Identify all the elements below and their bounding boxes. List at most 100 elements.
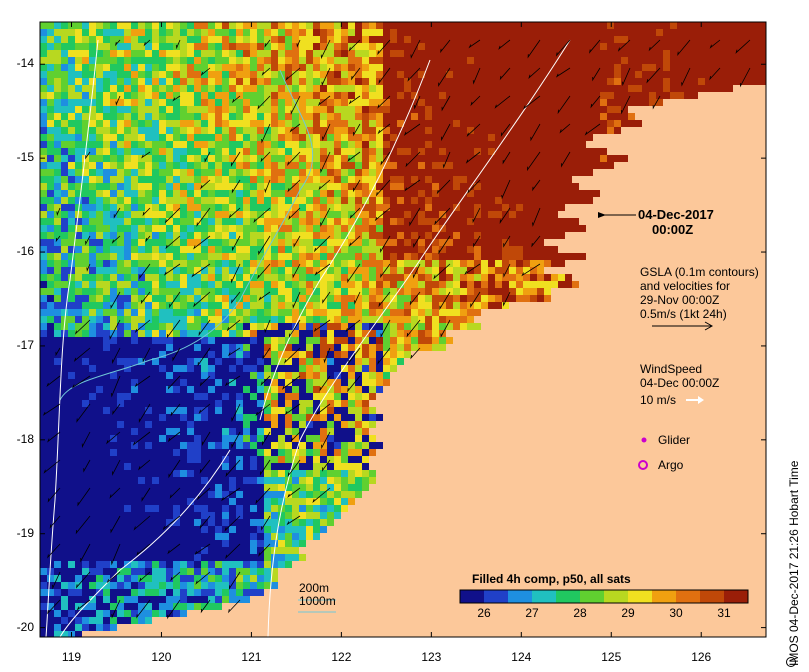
sst-cell	[47, 225, 54, 232]
sst-cell	[54, 435, 61, 442]
sst-cell	[348, 50, 355, 57]
sst-cell	[348, 309, 355, 316]
sst-cell	[271, 456, 278, 463]
sst-cell	[271, 407, 278, 414]
sst-cell	[530, 197, 537, 204]
sst-cell	[264, 407, 271, 414]
sst-cell	[362, 407, 369, 414]
sst-cell	[264, 281, 271, 288]
sst-cell	[229, 267, 236, 274]
sst-cell	[516, 106, 523, 113]
sst-cell	[187, 36, 194, 43]
sst-cell	[145, 239, 152, 246]
sst-cell	[439, 57, 446, 64]
sst-cell	[383, 246, 390, 253]
sst-cell	[586, 197, 593, 204]
sst-cell	[355, 484, 362, 491]
sst-cell	[327, 344, 334, 351]
sst-cell	[383, 106, 390, 113]
sst-cell	[446, 218, 453, 225]
sst-cell	[327, 148, 334, 155]
sst-cell	[47, 386, 54, 393]
sst-cell	[187, 358, 194, 365]
sst-cell	[299, 36, 306, 43]
sst-cell	[208, 253, 215, 260]
sst-cell	[460, 197, 467, 204]
sst-cell	[243, 29, 250, 36]
sst-cell	[257, 498, 264, 505]
sst-cell	[327, 477, 334, 484]
sst-cell	[313, 155, 320, 162]
sst-cell	[390, 127, 397, 134]
sst-cell	[131, 484, 138, 491]
sst-cell	[236, 22, 243, 29]
sst-cell	[327, 134, 334, 141]
sst-cell	[306, 484, 313, 491]
sst-cell	[299, 155, 306, 162]
sst-cell	[250, 197, 257, 204]
sst-cell	[558, 106, 565, 113]
sst-cell	[187, 470, 194, 477]
sst-cell	[159, 120, 166, 127]
sst-cell	[187, 281, 194, 288]
sst-cell	[89, 183, 96, 190]
sst-cell	[369, 386, 376, 393]
sst-cell	[194, 239, 201, 246]
sst-cell	[355, 57, 362, 64]
sst-cell	[397, 29, 404, 36]
sst-cell	[355, 400, 362, 407]
sst-cell	[446, 190, 453, 197]
sst-cell	[68, 365, 75, 372]
sst-cell	[96, 204, 103, 211]
sst-cell	[306, 225, 313, 232]
sst-cell	[369, 99, 376, 106]
sst-cell	[306, 99, 313, 106]
sst-cell	[607, 43, 614, 50]
sst-cell	[306, 148, 313, 155]
sst-cell	[124, 435, 131, 442]
sst-cell	[61, 358, 68, 365]
sst-cell	[481, 183, 488, 190]
sst-cell	[68, 106, 75, 113]
sst-cell	[614, 57, 621, 64]
sst-cell	[145, 176, 152, 183]
sst-cell	[502, 29, 509, 36]
sst-cell	[740, 57, 747, 64]
sst-cell	[61, 71, 68, 78]
sst-cell	[299, 379, 306, 386]
sst-cell	[425, 169, 432, 176]
sst-cell	[145, 225, 152, 232]
sst-cell	[278, 442, 285, 449]
sst-cell	[397, 239, 404, 246]
sst-cell	[40, 456, 47, 463]
sst-cell	[544, 190, 551, 197]
sst-cell	[362, 274, 369, 281]
sst-cell	[488, 22, 495, 29]
sst-cell	[292, 162, 299, 169]
sst-cell	[292, 134, 299, 141]
sst-cell	[194, 484, 201, 491]
sst-cell	[404, 295, 411, 302]
sst-cell	[383, 148, 390, 155]
sst-cell	[40, 134, 47, 141]
sst-cell	[61, 477, 68, 484]
sst-cell	[271, 85, 278, 92]
sst-cell	[607, 57, 614, 64]
sst-cell	[404, 351, 411, 358]
sst-cell	[117, 50, 124, 57]
sst-cell	[334, 246, 341, 253]
sst-cell	[516, 43, 523, 50]
sst-cell	[341, 400, 348, 407]
sst-cell	[474, 85, 481, 92]
sst-cell	[82, 470, 89, 477]
sst-cell	[565, 22, 572, 29]
sst-cell	[138, 43, 145, 50]
sst-cell	[250, 407, 257, 414]
sst-cell	[306, 64, 313, 71]
sst-cell	[96, 386, 103, 393]
sst-cell	[173, 337, 180, 344]
sst-cell	[411, 190, 418, 197]
sst-cell	[159, 274, 166, 281]
sst-cell	[61, 470, 68, 477]
sst-cell	[159, 393, 166, 400]
